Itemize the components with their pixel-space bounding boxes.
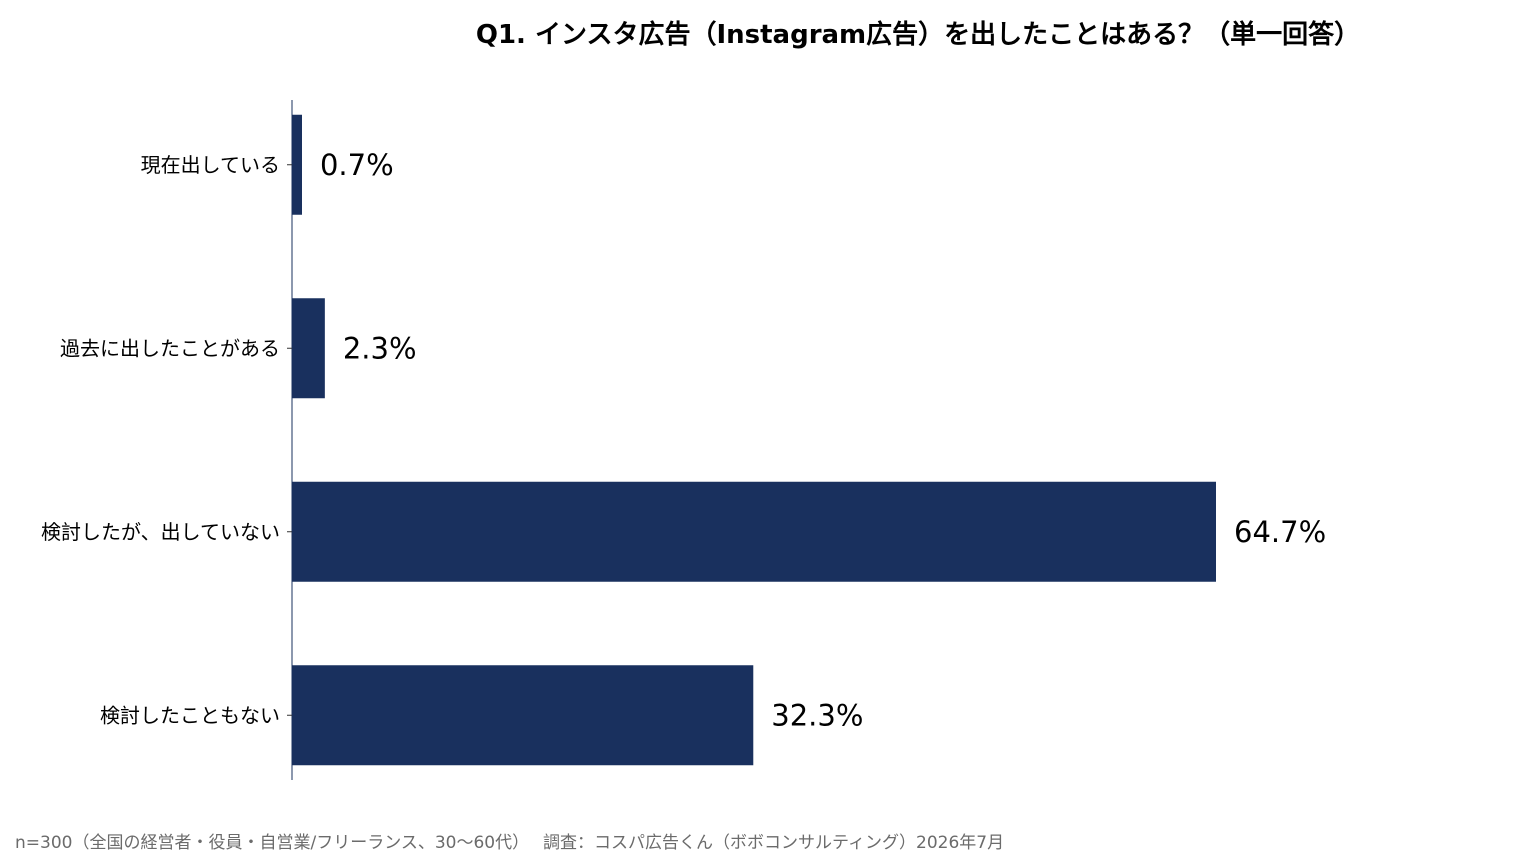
category-label: 過去に出したことがある xyxy=(60,336,280,360)
value-label: 0.7% xyxy=(320,148,394,182)
bar-4 xyxy=(292,665,754,766)
category-label: 現在出している xyxy=(141,153,280,177)
bar-1 xyxy=(292,114,302,215)
category-label: 検討したが、出していない xyxy=(41,520,280,544)
source-note: n=300（全国の経営者・役員・自営業/フリーランス、30〜60代） 調査：コス… xyxy=(15,833,1005,853)
bar-3 xyxy=(292,481,1216,582)
bar-2 xyxy=(292,298,325,399)
category-label: 検討したこともない xyxy=(100,703,280,727)
value-label: 64.7% xyxy=(1234,515,1326,549)
chart-title: Q1. インスタ広告（Instagram広告）を出したことはある？（単一回答） xyxy=(475,20,1361,50)
value-label: 32.3% xyxy=(771,698,863,732)
value-label: 2.3% xyxy=(343,331,417,365)
